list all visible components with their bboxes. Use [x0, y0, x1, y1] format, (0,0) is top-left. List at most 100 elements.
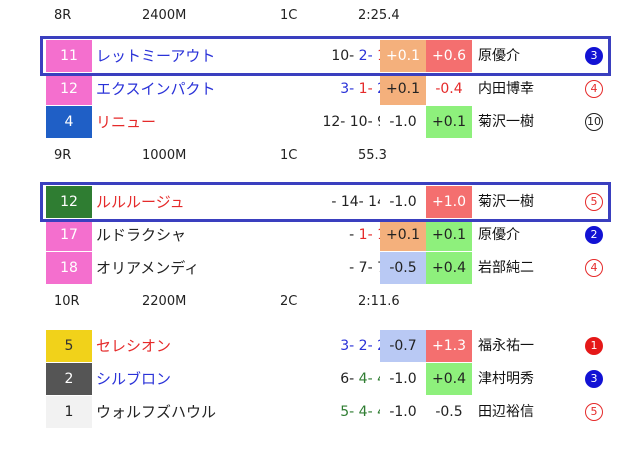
passing-order-segment: 10-: [331, 48, 355, 64]
race-time: 55.3: [358, 148, 387, 163]
finish-position: 3: [580, 363, 608, 395]
horse-number: 12: [46, 73, 92, 105]
passing-order-segment: - 14- 14: [331, 194, 386, 210]
horse-name[interactable]: ウォルフズハウル: [96, 403, 217, 421]
horse-number: 12: [46, 186, 92, 218]
horse-name[interactable]: エクスインパクト: [96, 80, 216, 98]
jockey-name[interactable]: 菊沢一樹: [478, 194, 534, 210]
finish-position-badge: 4: [585, 80, 603, 98]
horse-name[interactable]: レットミーアウト: [96, 47, 216, 65]
finish-position-badge: 10: [585, 113, 603, 131]
finish-position-badge: 4: [585, 259, 603, 277]
finish-position-badge: 3: [585, 370, 603, 388]
jockey-name[interactable]: 田辺裕信: [478, 404, 534, 420]
passing-order-segment: 12- 10- 9: [322, 114, 386, 130]
jockey-name[interactable]: 原優介: [478, 48, 520, 64]
table-row[interactable]: 18 オリアメンディ - 7- 7 -0.5 +0.4 岩部純二 4: [46, 252, 610, 284]
passing-order-segment: 4-: [354, 371, 373, 387]
passing-order: 12- 10- 9: [296, 106, 386, 138]
jockey-name[interactable]: 原優介: [478, 227, 520, 243]
race-header: 10R 2200M 2C 2:11.6: [0, 292, 634, 312]
passing-order: 6- 4- 4: [296, 363, 386, 395]
passing-order: 5- 4- 4: [296, 396, 386, 428]
passing-order-segment: -: [349, 227, 359, 243]
passing-order-segment: 3-: [340, 81, 355, 97]
passing-order: 3- 2- 2: [296, 330, 386, 362]
passing-order-segment: 2-: [354, 338, 373, 354]
race-header: 8R 2400M 1C 2:25.4: [0, 6, 634, 26]
race-time: 2:11.6: [358, 294, 400, 309]
passing-order-segment: 6-: [340, 371, 355, 387]
finish-position: 5: [580, 186, 608, 218]
finish-position-badge: 5: [585, 193, 603, 211]
horse-name[interactable]: リニュー: [96, 113, 157, 131]
horse-name[interactable]: ルドラクシャ: [96, 226, 187, 244]
finish-position-badge: 2: [585, 226, 603, 244]
time-diff-2: -0.4: [426, 73, 472, 105]
race-distance: 1000M: [142, 148, 187, 163]
passing-order: - 7- 7: [296, 252, 386, 284]
race-class: 1C: [280, 148, 298, 163]
horse-number: 4: [46, 106, 92, 138]
finish-position: 3: [580, 40, 608, 72]
horse-name[interactable]: オリアメンディ: [96, 259, 200, 277]
horse-name[interactable]: ルルルージュ: [96, 193, 185, 211]
time-diff-1: +0.1: [380, 40, 426, 72]
race-time: 2:25.4: [358, 8, 400, 23]
finish-position: 2: [580, 219, 608, 251]
highlight-box: [40, 182, 611, 222]
time-diff-2: +1.3: [426, 330, 472, 362]
horse-number: 18: [46, 252, 92, 284]
horse-number: 11: [46, 40, 92, 72]
time-diff-1: +0.1: [380, 73, 426, 105]
jockey-name[interactable]: 菊沢一樹: [478, 114, 534, 130]
race-distance: 2400M: [142, 8, 187, 23]
horse-name[interactable]: セレシオン: [96, 337, 172, 355]
time-diff-1: -0.7: [380, 330, 426, 362]
table-row[interactable]: 4 リニュー 12- 10- 9 -1.0 +0.1 菊沢一樹 10: [46, 106, 610, 138]
jockey-name[interactable]: 福永祐一: [478, 338, 534, 354]
passing-order-segment: 2-: [354, 48, 373, 64]
passing-order-segment: 5-: [340, 404, 355, 420]
passing-order-segment: 1-: [358, 227, 373, 243]
finish-position-badge: 5: [585, 403, 603, 421]
jockey-name[interactable]: 岩部純二: [478, 260, 534, 276]
passing-order-segment: - 7- 7: [349, 260, 386, 276]
race-number: 9R: [54, 148, 72, 163]
race-number: 10R: [54, 294, 80, 309]
horse-number: 5: [46, 330, 92, 362]
jockey-name[interactable]: 内田博幸: [478, 81, 534, 97]
passing-order-segment: 1-: [354, 81, 373, 97]
horse-number: 17: [46, 219, 92, 251]
time-diff-1: -1.0: [380, 363, 426, 395]
race-header: 9R 1000M 1C 55.3: [0, 146, 634, 166]
time-diff-2: +0.4: [426, 363, 472, 395]
time-diff-2: +0.6: [426, 40, 472, 72]
passing-order: - 14- 14: [296, 186, 386, 218]
table-row[interactable]: 12 ルルルージュ - 14- 14 -1.0 +1.0 菊沢一樹 5: [46, 186, 610, 218]
passing-order-segment: 3-: [340, 338, 355, 354]
passing-order-segment: 4-: [354, 404, 373, 420]
time-diff-2: +0.1: [426, 106, 472, 138]
time-diff-1: -1.0: [380, 396, 426, 428]
finish-position: 4: [580, 73, 608, 105]
finish-position: 10: [580, 106, 608, 138]
race-class: 2C: [280, 294, 298, 309]
race-number: 8R: [54, 8, 72, 23]
horse-name[interactable]: シルブロン: [96, 370, 172, 388]
time-diff-2: +0.1: [426, 219, 472, 251]
finish-position-badge: 3: [585, 47, 603, 65]
finish-position: 1: [580, 330, 608, 362]
highlight-box: [40, 36, 611, 76]
jockey-name[interactable]: 津村明秀: [478, 371, 534, 387]
time-diff-1: +0.1: [380, 219, 426, 251]
time-diff-2: +0.4: [426, 252, 472, 284]
time-diff-2: -0.5: [426, 396, 472, 428]
race-distance: 2200M: [142, 294, 187, 309]
